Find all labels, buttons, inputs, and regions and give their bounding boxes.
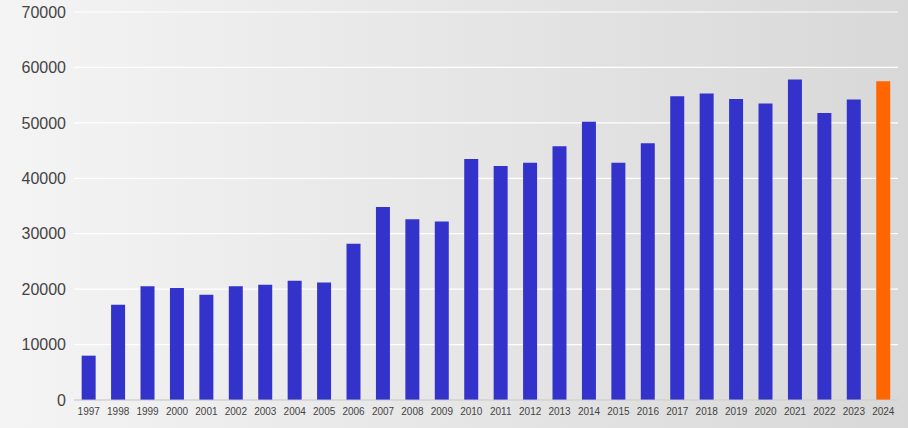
svg-text:0: 0: [57, 392, 66, 409]
svg-text:1999: 1999: [136, 406, 159, 417]
svg-text:2023: 2023: [843, 406, 866, 417]
svg-text:1998: 1998: [107, 406, 130, 417]
svg-text:2014: 2014: [578, 406, 601, 417]
svg-text:70000: 70000: [22, 4, 67, 21]
svg-text:2006: 2006: [342, 406, 365, 417]
svg-text:2009: 2009: [431, 406, 454, 417]
svg-text:1997: 1997: [78, 406, 101, 417]
svg-text:2011: 2011: [490, 406, 512, 417]
svg-text:2022: 2022: [813, 406, 836, 417]
svg-text:2003: 2003: [254, 406, 277, 417]
svg-text:30000: 30000: [22, 225, 67, 242]
svg-text:2018: 2018: [696, 406, 719, 417]
svg-text:2024: 2024: [872, 406, 895, 417]
svg-text:2017: 2017: [666, 406, 689, 417]
svg-text:2007: 2007: [372, 406, 395, 417]
svg-text:60000: 60000: [22, 59, 67, 76]
svg-text:2020: 2020: [754, 406, 777, 417]
svg-text:2015: 2015: [607, 406, 630, 417]
svg-text:2004: 2004: [284, 406, 307, 417]
svg-text:2016: 2016: [637, 406, 660, 417]
svg-text:20000: 20000: [22, 281, 67, 298]
svg-text:2013: 2013: [548, 406, 571, 417]
svg-text:2010: 2010: [460, 406, 483, 417]
svg-text:50000: 50000: [22, 115, 67, 132]
svg-text:10000: 10000: [22, 336, 67, 353]
svg-text:2005: 2005: [313, 406, 336, 417]
svg-text:2001: 2001: [195, 406, 218, 417]
svg-text:2008: 2008: [401, 406, 424, 417]
svg-text:2002: 2002: [225, 406, 248, 417]
svg-text:2019: 2019: [725, 406, 748, 417]
svg-text:2000: 2000: [166, 406, 189, 417]
svg-text:2021: 2021: [784, 406, 807, 417]
svg-text:40000: 40000: [22, 170, 67, 187]
svg-text:2012: 2012: [519, 406, 542, 417]
